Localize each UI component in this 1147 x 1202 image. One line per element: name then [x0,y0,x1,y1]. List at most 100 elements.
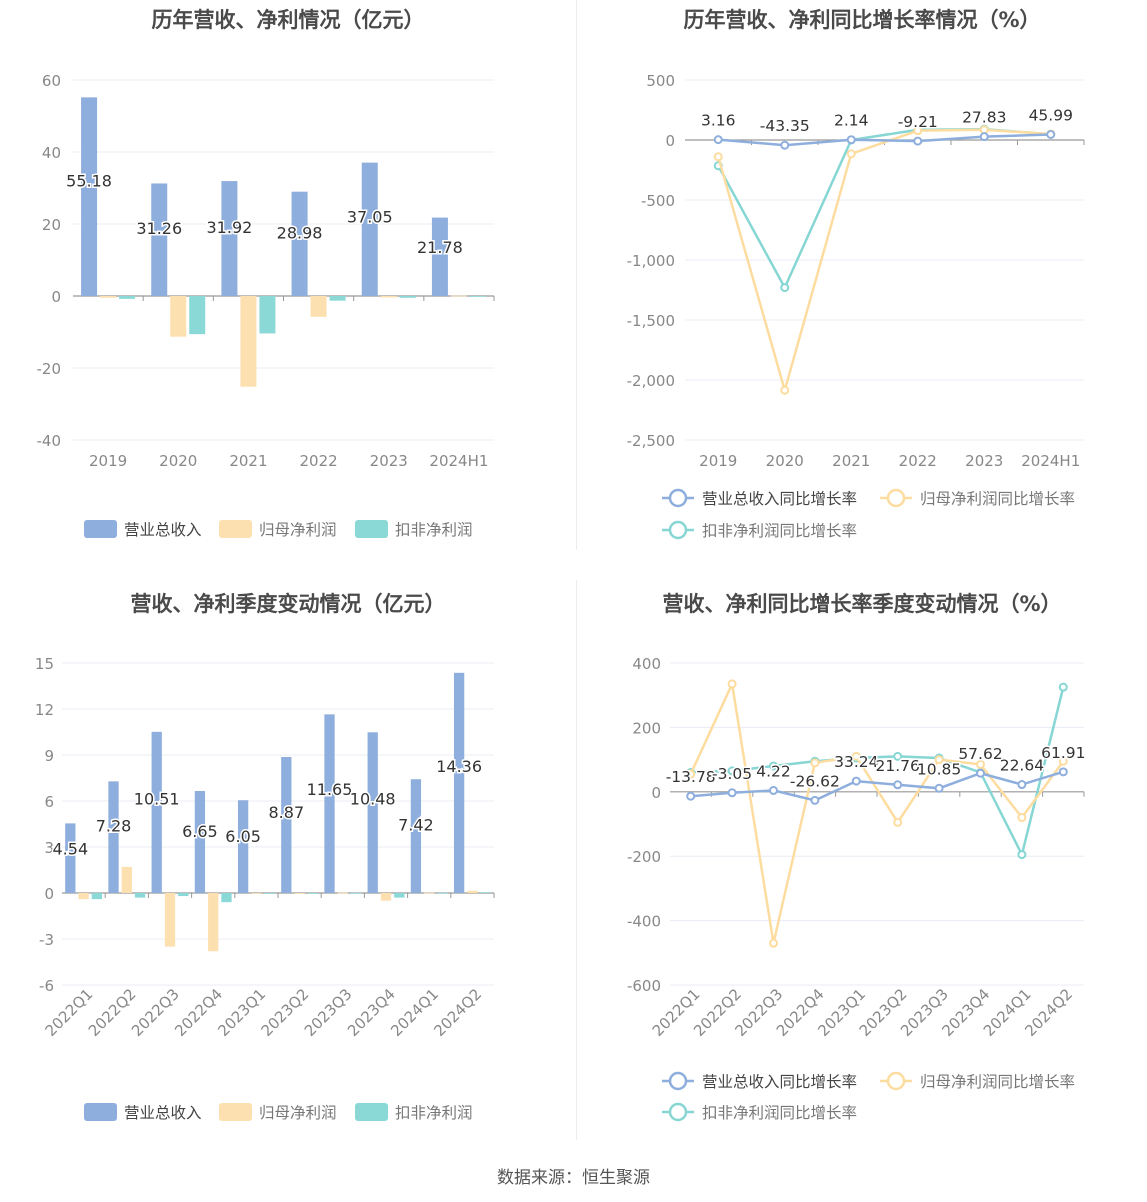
y-tick-label: 20 [42,216,61,234]
point-value-label: -13.78 [666,768,716,786]
bar [237,800,249,893]
quarter-bar-chart: 15129630-3-62022Q12022Q22022Q32022Q42023… [35,655,495,1122]
y-tick-label: -400 [627,913,661,931]
point-value-label: 3.16 [701,112,736,130]
y-tick-label: 12 [35,701,54,719]
y-tick-label: 60 [42,72,61,90]
bar [78,893,89,900]
bar [151,731,162,893]
bar [100,296,117,298]
bar [151,183,168,296]
series-point [934,783,944,793]
point-value-label: 21.76 [876,757,920,775]
legend-marker [886,1071,906,1091]
series-point [893,817,903,827]
series-point [780,283,790,293]
series-point [913,136,923,146]
bar [469,296,486,297]
bar [467,890,478,893]
chart-title: 营收、净利季度变动情况（亿元） [130,592,446,616]
y-tick-label: 0 [651,784,661,802]
legend-marker [668,520,688,540]
legend-swatch [219,520,252,538]
point-value-label: 61.91 [1041,744,1085,762]
point-value-label: 2.14 [834,112,869,130]
x-tick-label: 2019 [699,452,737,470]
bar [240,296,257,387]
bar [380,893,392,901]
x-tick-label: 2024H1 [429,452,488,470]
bar-value-label: 14.36 [436,757,482,776]
series-point [713,152,723,162]
y-tick-label: -500 [641,192,675,210]
series-point [1058,767,1068,777]
quarter-line-chart: 4002000-200-400-6002022Q12022Q22022Q3202… [627,655,1087,1122]
series-point [893,780,903,790]
series-line [717,128,1051,395]
x-tick-label: 2020 [159,452,197,470]
series-point [780,385,790,395]
bar-value-label: 37.05 [347,208,393,227]
series-point [727,766,737,776]
point-value-label: -43.35 [760,117,810,135]
bar [399,296,416,298]
bar [350,892,362,894]
bar [453,672,465,893]
legend-label: 营业总收入同比增长率 [702,490,857,508]
bar-value-label: 31.92 [207,218,253,237]
y-tick-label: 400 [632,655,661,673]
bar [329,296,346,301]
bar-value-label: 21.78 [417,238,463,257]
legend-marker [668,1102,688,1122]
legend-label: 营业总收入同比增长率 [702,1073,857,1091]
series-point [851,776,861,786]
bar [394,893,405,898]
bar [324,714,335,893]
bar [170,296,187,337]
bar [221,181,238,296]
x-tick-label: 2019 [89,452,127,470]
y-tick-label: 40 [42,144,61,162]
series-point [713,135,723,145]
series-point [769,785,778,795]
series-line [689,679,1065,944]
bar [424,892,435,894]
bar [164,893,176,947]
y-tick-label: -200 [627,848,661,866]
x-tick-label: 2021 [229,452,267,470]
series-point [893,751,903,761]
legend-label: 归母净利润同比增长率 [920,490,1075,508]
legend-label: 扣非净利润同比增长率 [702,1104,857,1122]
chart-title: 历年营收、净利同比增长率情况（%） [683,8,1041,32]
legend-swatch [84,1103,117,1121]
y-tick-label: 15 [35,655,54,673]
series-point [780,140,790,150]
legend-label: 归母净利润 [259,521,337,539]
point-value-label: -3.05 [712,765,752,783]
bar-value-label: 6.05 [225,827,261,846]
legend-swatch [355,1103,388,1121]
annual-line-panel: 历年营收、净利同比增长率情况（%） 500 0 -500 -1,000 -1,500 -2… [577,0,1147,560]
bar [134,893,146,898]
bar-value-label: 10.51 [134,789,180,808]
x-tick-label: 2023 [370,452,408,470]
bar [410,779,422,893]
series-point [686,769,696,779]
bar [307,893,319,894]
bar [380,296,397,298]
series-point [976,759,985,769]
series-point [1017,850,1027,860]
legend-label: 扣非净利润同比增长率 [702,522,857,540]
point-value-label: 45.99 [1029,106,1073,124]
series-point [769,761,778,771]
bar-value-label: 6.65 [182,822,218,841]
series-point [727,679,737,689]
x-tick-label: 2023 [965,452,1003,470]
bar-value-label: 28.98 [277,224,323,243]
bar [361,162,378,296]
x-tick-label: 2020 [766,452,804,470]
legend-label: 营业总收入 [124,521,202,539]
legend-swatch [219,1103,252,1121]
series-line [690,686,1065,859]
bar [251,893,262,894]
